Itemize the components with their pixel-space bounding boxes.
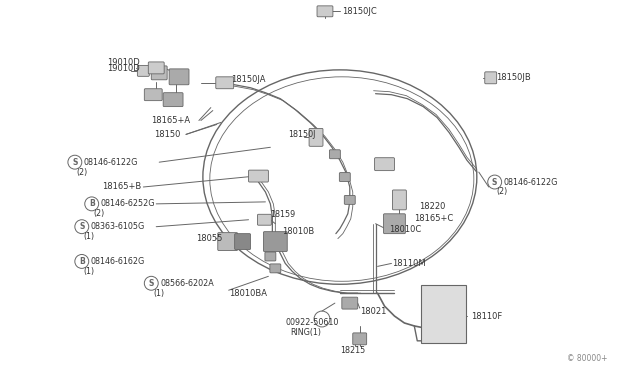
Text: 18010BA: 18010BA bbox=[228, 289, 267, 298]
Text: 08146-6122G: 08146-6122G bbox=[84, 158, 138, 167]
FancyBboxPatch shape bbox=[257, 214, 271, 225]
FancyBboxPatch shape bbox=[353, 333, 367, 345]
FancyBboxPatch shape bbox=[138, 65, 149, 76]
FancyBboxPatch shape bbox=[169, 69, 189, 85]
FancyBboxPatch shape bbox=[383, 214, 405, 234]
Text: 18165+A: 18165+A bbox=[151, 116, 190, 125]
Text: 08146-6252G: 08146-6252G bbox=[100, 199, 155, 208]
FancyBboxPatch shape bbox=[151, 66, 167, 80]
Text: 18055: 18055 bbox=[196, 234, 222, 243]
FancyBboxPatch shape bbox=[330, 150, 340, 159]
Text: 18150: 18150 bbox=[154, 130, 180, 139]
FancyBboxPatch shape bbox=[344, 195, 355, 204]
FancyBboxPatch shape bbox=[392, 190, 406, 210]
FancyBboxPatch shape bbox=[374, 158, 394, 171]
Text: 08566-6202A: 08566-6202A bbox=[160, 279, 214, 288]
Text: B: B bbox=[89, 199, 95, 208]
FancyBboxPatch shape bbox=[342, 297, 358, 309]
Text: 18021: 18021 bbox=[360, 307, 386, 315]
FancyBboxPatch shape bbox=[317, 6, 333, 17]
FancyBboxPatch shape bbox=[248, 170, 268, 182]
Text: B: B bbox=[79, 257, 84, 266]
Text: (2): (2) bbox=[497, 187, 508, 196]
Text: 18110F: 18110F bbox=[471, 311, 502, 321]
Text: S: S bbox=[72, 158, 77, 167]
FancyBboxPatch shape bbox=[484, 72, 497, 84]
Text: 18215: 18215 bbox=[340, 346, 365, 355]
Text: 18110M: 18110M bbox=[392, 259, 426, 268]
Text: 18159: 18159 bbox=[270, 210, 296, 219]
Text: 08363-6105G: 08363-6105G bbox=[91, 222, 145, 231]
FancyBboxPatch shape bbox=[216, 77, 234, 89]
Text: 18150JB: 18150JB bbox=[495, 73, 531, 82]
Text: 18010B: 18010B bbox=[282, 227, 314, 236]
Text: S: S bbox=[79, 222, 84, 231]
FancyBboxPatch shape bbox=[309, 128, 323, 146]
FancyBboxPatch shape bbox=[145, 89, 162, 101]
Text: 19010D: 19010D bbox=[107, 58, 140, 67]
Text: 08146-6162G: 08146-6162G bbox=[91, 257, 145, 266]
Bar bbox=[421, 285, 466, 343]
FancyBboxPatch shape bbox=[148, 62, 164, 74]
Text: 18165+C: 18165+C bbox=[414, 214, 454, 223]
FancyBboxPatch shape bbox=[270, 264, 281, 273]
FancyBboxPatch shape bbox=[265, 252, 276, 261]
Text: 18150JC: 18150JC bbox=[342, 7, 376, 16]
Text: S: S bbox=[148, 279, 154, 288]
Text: (1): (1) bbox=[84, 232, 95, 241]
Text: 18150JA: 18150JA bbox=[230, 75, 265, 84]
FancyBboxPatch shape bbox=[264, 232, 287, 251]
Text: 19010D: 19010D bbox=[107, 64, 140, 73]
FancyBboxPatch shape bbox=[235, 234, 250, 250]
Text: (1): (1) bbox=[153, 289, 164, 298]
Text: 18165+B: 18165+B bbox=[102, 183, 141, 192]
Text: (2): (2) bbox=[77, 168, 88, 177]
Text: 18150J: 18150J bbox=[288, 130, 316, 139]
FancyBboxPatch shape bbox=[163, 93, 183, 107]
Text: 18220: 18220 bbox=[419, 202, 445, 211]
FancyBboxPatch shape bbox=[339, 173, 350, 182]
Text: 18010C: 18010C bbox=[390, 225, 422, 234]
Text: (1): (1) bbox=[84, 267, 95, 276]
Text: RING(1): RING(1) bbox=[290, 328, 321, 337]
Text: 08146-6122G: 08146-6122G bbox=[504, 177, 558, 186]
FancyBboxPatch shape bbox=[218, 232, 237, 250]
Text: S: S bbox=[492, 177, 497, 186]
Text: (2): (2) bbox=[93, 209, 105, 218]
Text: © 80000+: © 80000+ bbox=[567, 354, 608, 363]
Text: 00922-50610: 00922-50610 bbox=[285, 318, 339, 327]
